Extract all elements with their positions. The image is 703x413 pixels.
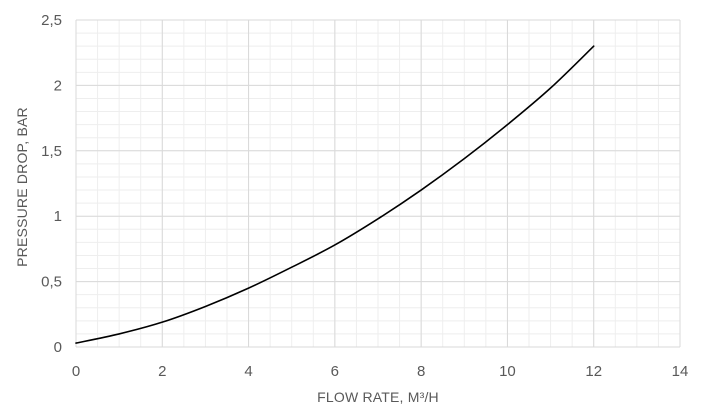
y-tick-label: 1,5: [41, 143, 62, 160]
y-tick-label: 2: [54, 77, 62, 94]
y-tick-label: 0: [54, 339, 62, 356]
y-tick-label: 2,5: [41, 12, 62, 29]
x-tick-label: 14: [672, 363, 689, 380]
x-axis-title: FLOW RATE, M³/H: [317, 389, 439, 405]
x-tick-label: 0: [72, 363, 80, 380]
x-tick-labels: 0 2 4 6 8 10 12 14: [72, 363, 689, 380]
x-tick-label: 4: [244, 363, 252, 380]
x-tick-label: 6: [331, 363, 339, 380]
x-tick-label: 10: [499, 363, 516, 380]
y-tick-labels: 0 0,5 1 1,5 2 2,5: [41, 12, 62, 356]
series-line: [75, 45, 595, 344]
y-tick-label: 1: [54, 208, 62, 225]
minor-grid: [75, 19, 681, 348]
y-tick-label: 0,5: [41, 274, 62, 291]
y-axis-title: PRESSURE DROP, BAR: [14, 107, 30, 267]
x-tick-label: 8: [417, 363, 425, 380]
major-grid: [75, 19, 681, 348]
x-tick-label: 12: [585, 363, 602, 380]
series-layer: [75, 45, 595, 344]
x-tick-label: 2: [158, 363, 166, 380]
